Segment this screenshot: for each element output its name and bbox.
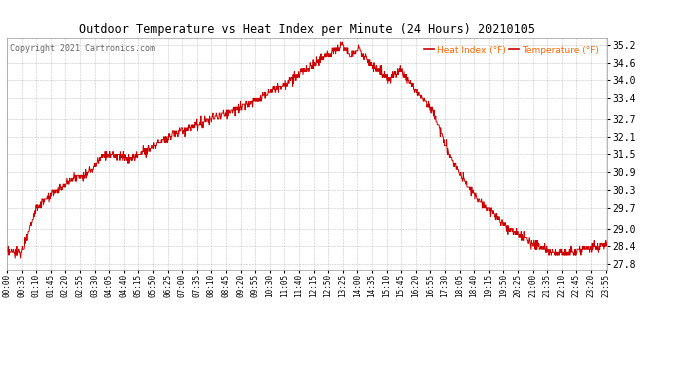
Title: Outdoor Temperature vs Heat Index per Minute (24 Hours) 20210105: Outdoor Temperature vs Heat Index per Mi… [79,23,535,36]
Text: Copyright 2021 Cartronics.com: Copyright 2021 Cartronics.com [10,45,155,54]
Legend: Heat Index (°F), Temperature (°F): Heat Index (°F), Temperature (°F) [420,42,602,58]
